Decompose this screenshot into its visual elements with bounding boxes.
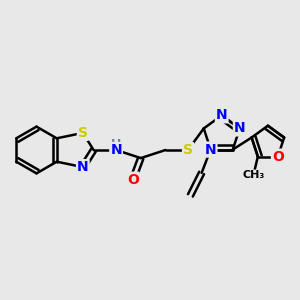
Text: S: S [183,143,193,157]
Text: N: N [77,160,88,174]
Text: O: O [127,173,139,187]
Text: S: S [78,126,88,140]
Text: N: N [234,122,245,135]
Text: N: N [205,142,216,157]
Text: H: H [111,138,121,151]
Text: O: O [272,150,284,164]
Text: N: N [216,108,227,122]
Text: CH₃: CH₃ [242,170,265,181]
Text: N: N [110,143,122,157]
